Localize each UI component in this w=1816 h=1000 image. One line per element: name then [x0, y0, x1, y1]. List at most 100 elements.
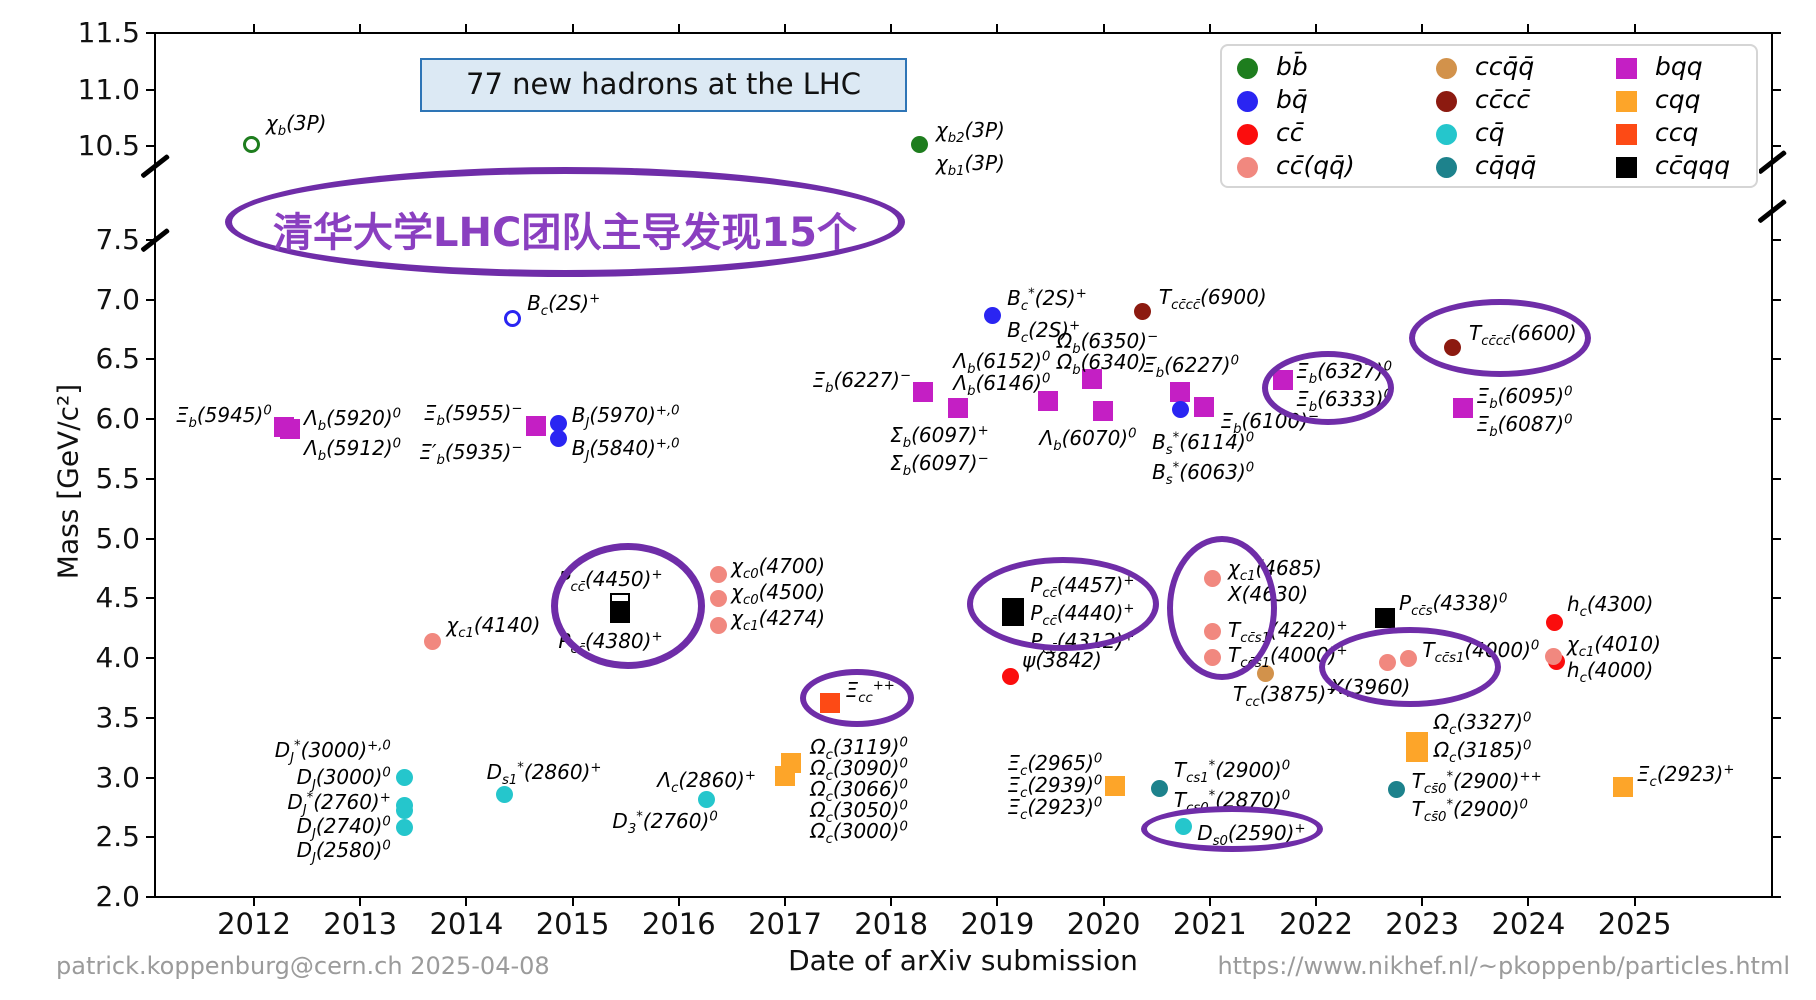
- y-tick: [146, 358, 155, 361]
- legend-label: bq̄: [1276, 85, 1308, 114]
- y-tick-label: 7.0: [95, 282, 140, 316]
- x-tick-label: 2021: [1172, 907, 1247, 941]
- x-tick-top: [253, 24, 255, 33]
- x-tick-top: [784, 24, 786, 33]
- y-tick: [146, 537, 155, 540]
- x-tick-label: 2024: [1491, 907, 1566, 941]
- data-point: [775, 766, 795, 787]
- data-point: [526, 416, 547, 436]
- particle-label: Ωb(6340)−: [1056, 350, 1159, 379]
- x-tick: [890, 897, 893, 906]
- footer-url: https://www.nikhef.nl/~pkoppenb/particle…: [1217, 952, 1790, 980]
- data-point: [709, 589, 727, 607]
- x-tick-top: [996, 24, 999, 33]
- y-tick-right: [1772, 239, 1781, 242]
- highlight-ellipse: [1141, 806, 1323, 852]
- particle-label: Tcs1*(2900)0: [1173, 757, 1291, 786]
- highlight-ellipse: [225, 167, 905, 277]
- particle-label: Ξ′b(5935)−: [419, 440, 523, 468]
- y-tick-label: 3.5: [95, 700, 140, 734]
- particle-label: BJ(5840)+,0: [571, 436, 680, 465]
- cc-legend-marker: [1237, 124, 1258, 145]
- x-tick-top: [1633, 24, 1636, 33]
- legend-box: [1220, 44, 1758, 188]
- x-tick: [359, 897, 362, 906]
- x-tick-top: [1527, 24, 1530, 33]
- y-tick-right: [1772, 836, 1781, 839]
- x-tick-top: [1315, 24, 1317, 33]
- legend-label: cc̄(qq̄): [1276, 151, 1355, 180]
- x-tick-top: [677, 24, 680, 33]
- particle-label: Bc(2S)+: [527, 290, 601, 319]
- x-tick-label: 2019: [960, 907, 1035, 941]
- y-tick-label: 5.0: [95, 521, 140, 555]
- ccqqq-legend-marker: [1616, 157, 1637, 178]
- y-tick-label: 6.0: [95, 402, 140, 436]
- particle-label: χc1(4010): [1566, 631, 1661, 660]
- highlight-ellipse: [1409, 299, 1591, 377]
- data-point: [1256, 664, 1274, 682]
- x-axis-title: Date of arXiv submission: [788, 944, 1138, 977]
- particle-label: Λb(5920)0: [304, 406, 402, 435]
- x-tick-label: 2014: [429, 907, 504, 941]
- data-point: [1375, 607, 1396, 628]
- particle-label: Ξb(6227)0: [1143, 353, 1239, 382]
- data-point: [503, 310, 521, 328]
- particle-label: Ωc(3327)0: [1433, 709, 1532, 738]
- data-point: [1452, 398, 1473, 419]
- y-tick: [146, 836, 155, 839]
- data-point: [1151, 780, 1169, 798]
- particle-label: Λb(6146)0: [953, 371, 1051, 400]
- particle-label: Bs*(6114)0: [1152, 430, 1255, 459]
- plot-frame: [154, 32, 1773, 898]
- particle-label: Tcc(3875)+: [1233, 682, 1338, 711]
- particle-label: Λb(6070)0: [1039, 425, 1137, 454]
- particle-label: Ωb(6350)−: [1056, 329, 1159, 358]
- x-tick-top: [890, 24, 893, 33]
- y-tick-right: [1772, 298, 1781, 301]
- y-tick-label: 6.5: [95, 342, 140, 376]
- particle-label: χb2(3P): [935, 117, 1005, 146]
- data-point: [396, 802, 414, 820]
- ccqq-legend-marker: [1436, 58, 1457, 79]
- data-point: [1081, 369, 1102, 390]
- particle-label: Tcc̄cc̄(6900): [1158, 284, 1267, 313]
- x-tick: [465, 897, 468, 906]
- y-tick-label: 11.0: [77, 72, 140, 106]
- x-tick-top: [465, 24, 468, 33]
- y-tick-label: 2.5: [95, 820, 140, 854]
- legend-label: cq̄qq̄: [1475, 151, 1537, 180]
- data-point: [1545, 648, 1563, 666]
- particle-label: Ξc(2939)0: [1007, 773, 1103, 802]
- legend-label: ccq̄q̄: [1475, 52, 1535, 81]
- x-tick-top: [1421, 24, 1424, 33]
- particle-label: Tcs̄0*(2900)++: [1411, 769, 1542, 798]
- x-tick: [253, 897, 255, 906]
- y-tick-right: [1772, 88, 1781, 91]
- particle-label: Ωc(3090)0: [810, 756, 908, 785]
- data-point: [983, 306, 1001, 324]
- data-point: [1170, 382, 1191, 403]
- particle-label: Ξb(5945)0: [175, 402, 272, 431]
- data-point: [1546, 613, 1564, 631]
- data-point: [1092, 400, 1113, 421]
- particle-label: DJ(2740)0: [296, 813, 391, 842]
- y-tick-right: [1772, 776, 1781, 779]
- tsinghua-annotation-text: 清华大学LHC团队主导发现15个: [273, 210, 857, 256]
- y-tick: [146, 418, 155, 421]
- x-tick-label: 2023: [1385, 907, 1460, 941]
- y-tick-right: [1772, 537, 1781, 540]
- particle-label: ψ(3842): [1022, 647, 1102, 672]
- y-tick-label: 7.5: [95, 223, 140, 257]
- x-tick: [996, 897, 999, 906]
- data-point: [1388, 780, 1406, 798]
- y-tick-right: [1772, 418, 1781, 421]
- particle-label: Ωc(3185)0: [1433, 737, 1532, 766]
- highlight-ellipse: [1319, 627, 1501, 707]
- particle-label: DJ(3000)0: [296, 764, 391, 793]
- y-tick-right: [1772, 716, 1781, 719]
- particle-label: Ξb(6227)−: [812, 368, 912, 397]
- particle-label: Σb(6097)−: [890, 451, 989, 480]
- data-point: [709, 616, 727, 634]
